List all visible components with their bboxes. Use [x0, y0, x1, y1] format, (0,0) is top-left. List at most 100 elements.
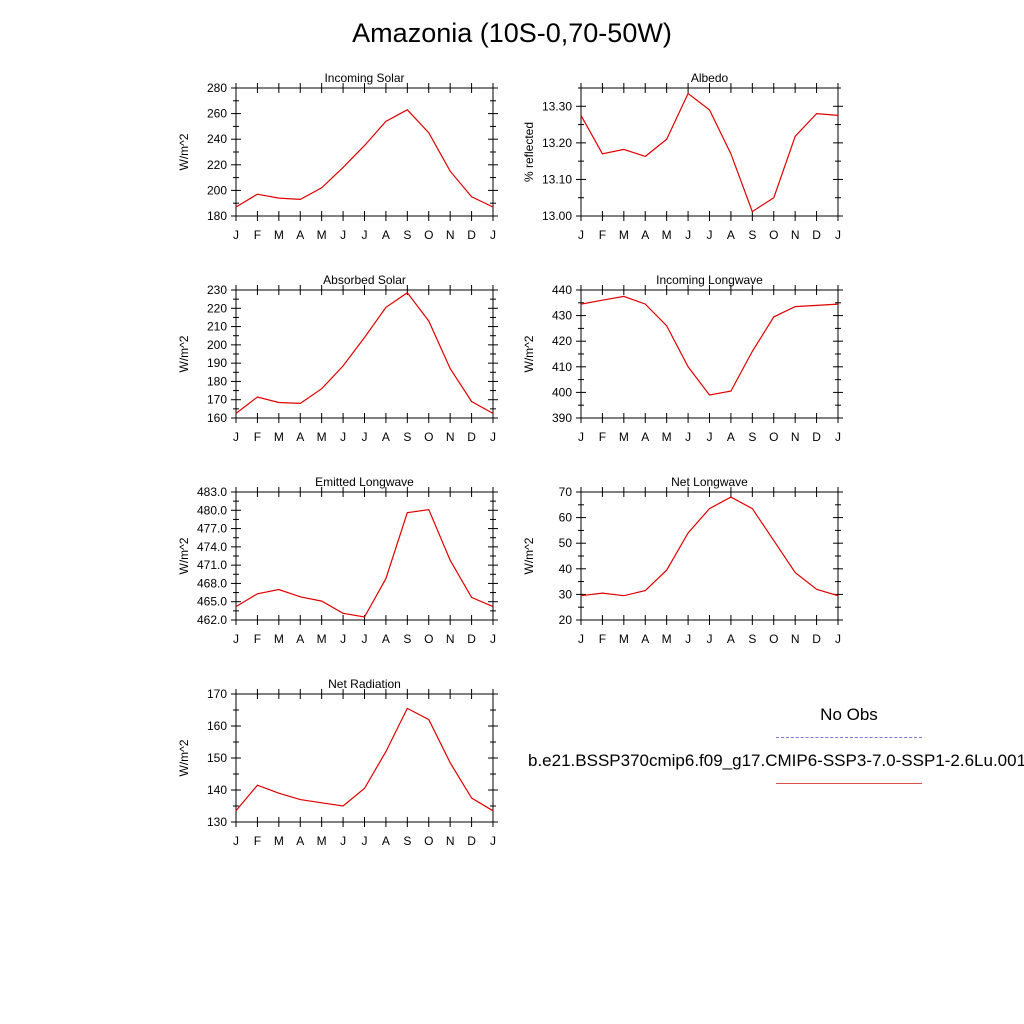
x-tick-label: D — [812, 228, 821, 242]
x-tick-label: J — [340, 430, 346, 444]
x-tick-label: S — [403, 228, 411, 242]
x-tick-label: J — [707, 632, 713, 646]
y-tick-label: 170 — [207, 393, 227, 407]
x-tick-label: J — [490, 834, 496, 848]
x-tick-label: J — [835, 632, 841, 646]
x-tick-label: J — [490, 430, 496, 444]
y-axis-label: W/m^2 — [522, 537, 536, 574]
y-tick-label: 477.0 — [197, 522, 227, 536]
y-tick-label: 50 — [559, 536, 573, 550]
x-tick-label: M — [662, 430, 672, 444]
x-tick-label: A — [296, 228, 304, 242]
x-tick-label: N — [791, 228, 800, 242]
x-tick-label: M — [274, 430, 284, 444]
y-tick-label: 20 — [559, 613, 573, 627]
x-tick-label: J — [707, 228, 713, 242]
x-tick-label: J — [340, 834, 346, 848]
x-tick-label: F — [254, 228, 261, 242]
x-tick-label: F — [599, 430, 606, 444]
y-tick-label: 480.0 — [197, 503, 227, 517]
x-tick-label: D — [467, 228, 476, 242]
x-tick-label: F — [599, 632, 606, 646]
y-axis-label: W/m^2 — [177, 537, 191, 574]
y-tick-label: 200 — [207, 338, 227, 352]
y-tick-label: 170 — [207, 687, 227, 701]
x-tick-label: A — [641, 228, 649, 242]
x-tick-label: J — [685, 632, 691, 646]
x-tick-label: J — [362, 430, 368, 444]
page-title: Amazonia (10S-0,70-50W) — [352, 18, 672, 48]
chart-panel-emitted-longwave: Emitted Longwave W/m^2 462.0 465.0 468.0 471.… — [177, 475, 498, 646]
y-tick-label: 13.00 — [542, 209, 572, 223]
x-tick-label: J — [340, 228, 346, 242]
x-tick-label: D — [467, 430, 476, 444]
x-tick-label: A — [296, 834, 304, 848]
y-tick-label: 483.0 — [197, 485, 227, 499]
y-tick-label: 462.0 — [197, 613, 227, 627]
x-tick-label: D — [467, 632, 476, 646]
x-tick-label: F — [254, 430, 261, 444]
x-tick-label: M — [662, 632, 672, 646]
x-tick-label: J — [233, 834, 239, 848]
y-tick-label: 30 — [559, 587, 573, 601]
y-tick-label: 280 — [207, 81, 227, 95]
x-tick-label: J — [578, 430, 584, 444]
y-tick-label: 465.0 — [197, 595, 227, 609]
y-tick-label: 390 — [552, 411, 572, 425]
x-tick-label: J — [578, 632, 584, 646]
x-tick-label: A — [296, 632, 304, 646]
y-tick-label: 60 — [559, 511, 573, 525]
x-tick-label: S — [403, 430, 411, 444]
chart-title: Emitted Longwave — [315, 475, 414, 489]
x-tick-label: N — [791, 632, 800, 646]
x-tick-label: J — [685, 228, 691, 242]
y-tick-label: 180 — [207, 374, 227, 388]
legend-obs-line — [776, 737, 922, 738]
x-tick-label: F — [254, 834, 261, 848]
y-tick-label: 474.0 — [197, 540, 227, 554]
x-tick-label: N — [791, 430, 800, 444]
x-tick-label: J — [233, 632, 239, 646]
x-tick-label: F — [599, 228, 606, 242]
chart-title: Incoming Longwave — [656, 273, 763, 287]
x-tick-label: N — [446, 632, 455, 646]
y-tick-label: 471.0 — [197, 558, 227, 572]
x-tick-label: J — [490, 228, 496, 242]
x-tick-label: J — [707, 430, 713, 444]
legend-obs-label: No Obs — [820, 705, 878, 724]
plot-frame — [580, 87, 839, 217]
y-axis-label: W/m^2 — [177, 739, 191, 776]
x-tick-label: M — [317, 632, 327, 646]
y-tick-label: 190 — [207, 356, 227, 370]
x-tick-label: N — [446, 430, 455, 444]
x-tick-label: A — [641, 632, 649, 646]
series-line — [235, 707, 494, 812]
x-tick-label: A — [382, 632, 390, 646]
y-tick-label: 468.0 — [197, 576, 227, 590]
x-tick-label: O — [769, 430, 778, 444]
x-tick-label: M — [274, 632, 284, 646]
chart-title: Net Radiation — [328, 677, 401, 691]
x-tick-label: M — [619, 430, 629, 444]
y-tick-label: 220 — [207, 158, 227, 172]
x-tick-label: O — [424, 228, 433, 242]
y-tick-label: 220 — [207, 301, 227, 315]
y-tick-label: 160 — [207, 411, 227, 425]
chart-title: Net Longwave — [671, 475, 748, 489]
legend-case-label: b.e21.BSSP370cmip6.f09_g17.CMIP6-SSP3-7.… — [528, 751, 1024, 770]
x-tick-label: O — [424, 834, 433, 848]
x-tick-label: M — [274, 834, 284, 848]
y-tick-label: 150 — [207, 751, 227, 765]
x-tick-label: S — [748, 632, 756, 646]
plot-frame — [235, 693, 494, 823]
x-tick-label: O — [424, 430, 433, 444]
x-tick-label: A — [382, 430, 390, 444]
x-tick-label: A — [727, 228, 735, 242]
y-tick-label: 40 — [559, 562, 573, 576]
y-tick-label: 70 — [559, 485, 573, 499]
x-tick-label: J — [835, 228, 841, 242]
y-tick-label: 260 — [207, 107, 227, 121]
x-tick-label: S — [748, 228, 756, 242]
